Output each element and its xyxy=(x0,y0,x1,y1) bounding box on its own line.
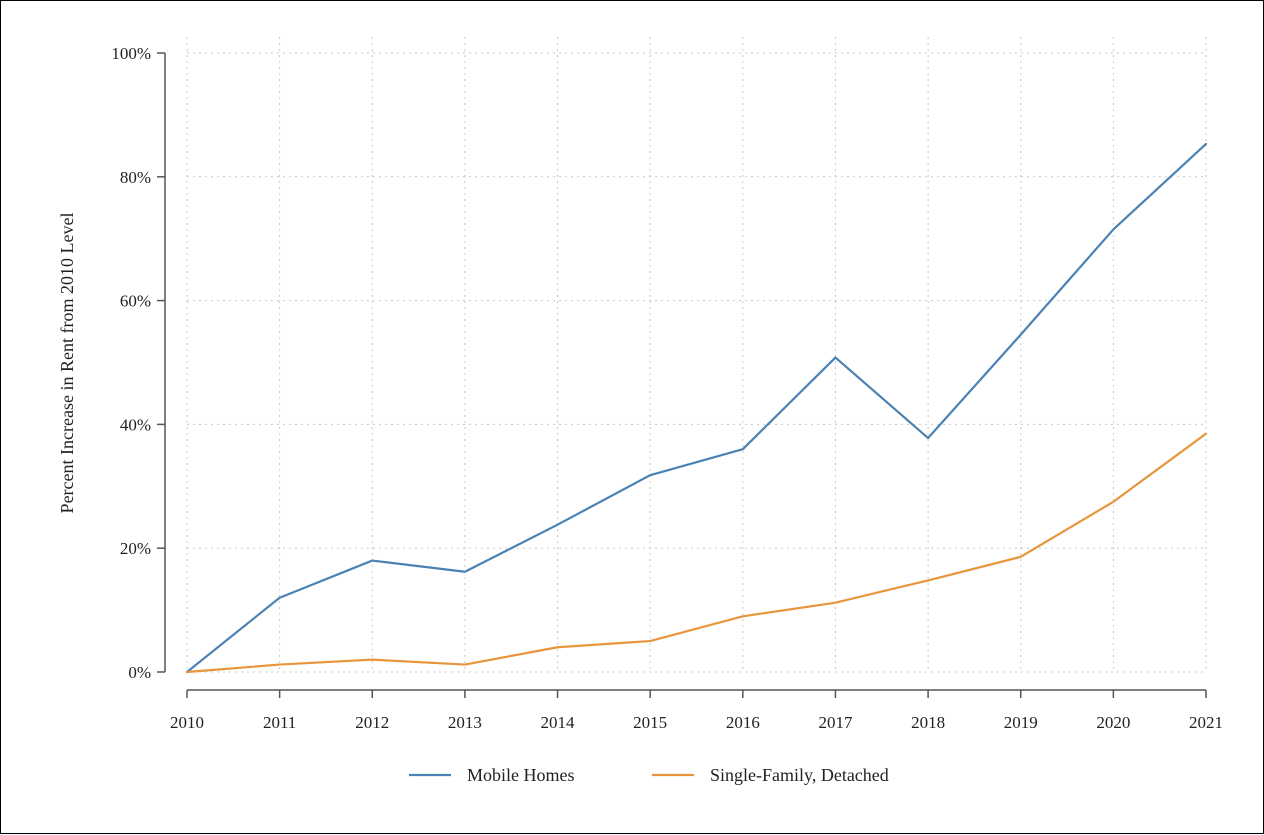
series-lines xyxy=(185,142,1208,674)
y-tick-label: 20% xyxy=(120,539,151,558)
axes xyxy=(157,52,1207,698)
series-line-single-family-detached xyxy=(185,432,1208,674)
x-tick-label: 2014 xyxy=(541,713,576,732)
y-tick-label: 60% xyxy=(120,292,151,311)
x-tick-label: 2016 xyxy=(726,713,760,732)
x-tick-label: 2015 xyxy=(633,713,667,732)
y-tick-label: 80% xyxy=(120,168,151,187)
x-tick-label: 2011 xyxy=(263,713,296,732)
legend-label-mobile-homes: Mobile Homes xyxy=(467,765,575,785)
legend: Mobile Homes Single-Family, Detached xyxy=(409,765,889,785)
x-tick-label: 2019 xyxy=(1004,713,1038,732)
legend-label-single-family-detached: Single-Family, Detached xyxy=(710,765,889,785)
y-tick-label: 40% xyxy=(120,415,151,434)
tick-labels: 0% 20% 40% 60% 80% 100% 2010 2011 2012 2013 2014 20… xyxy=(111,44,1223,732)
y-axis-title: Percent Increase in Rent from 2010 Level xyxy=(57,213,77,514)
x-tick-label: 2021 xyxy=(1189,713,1223,732)
grid-lines xyxy=(186,37,1207,673)
x-tick-label: 2013 xyxy=(448,713,482,732)
y-tick-label: 100% xyxy=(111,44,151,63)
x-tick-label: 2020 xyxy=(1096,713,1130,732)
x-tick-label: 2010 xyxy=(170,713,204,732)
x-tick-label: 2012 xyxy=(355,713,389,732)
x-tick-label: 2018 xyxy=(911,713,945,732)
x-tick-label: 2017 xyxy=(818,713,853,732)
y-tick-label: 0% xyxy=(128,663,151,682)
series-line-mobile-homes xyxy=(185,142,1208,674)
